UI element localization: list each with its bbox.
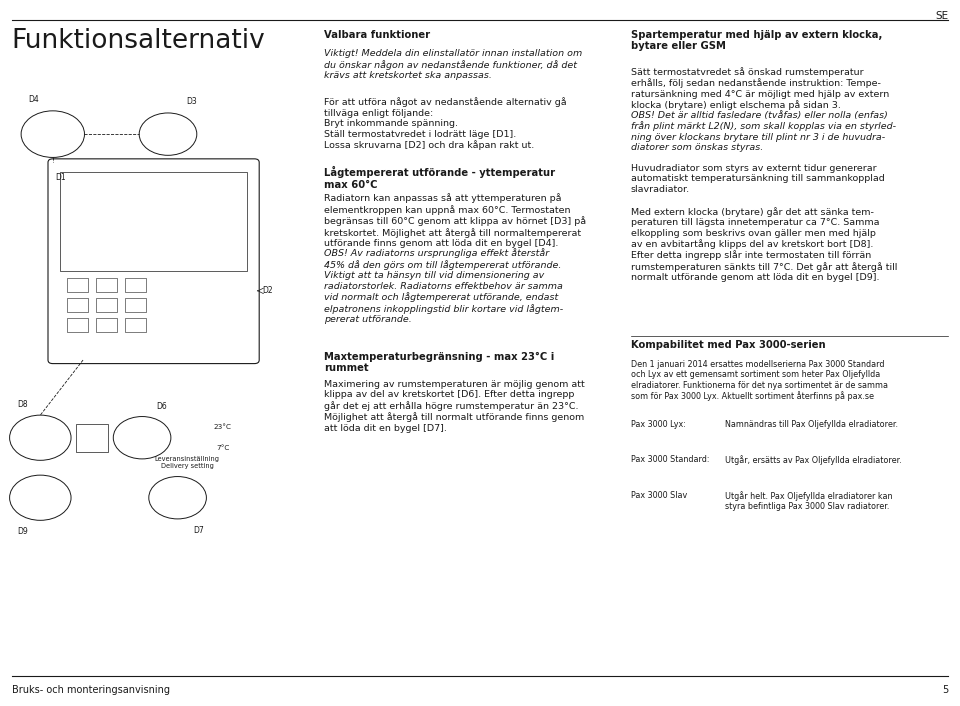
Bar (96, 318, 117, 332)
Text: 5: 5 (942, 685, 948, 695)
Bar (67, 318, 88, 332)
Text: D4: D4 (28, 95, 39, 104)
Text: D9: D9 (17, 527, 29, 537)
Text: 7°C: 7°C (216, 445, 229, 451)
Text: D1: D1 (56, 173, 66, 182)
Text: Huvudradiator som styrs av externt tidur genererar
automatiskt temperatursänknin: Huvudradiator som styrs av externt tidur… (631, 164, 884, 193)
Text: Leveransinställning
Delivery setting: Leveransinställning Delivery setting (155, 456, 220, 469)
Text: Med extern klocka (brytare) går det att sänka tem-
peraturen till lägsta innetem: Med extern klocka (brytare) går det att … (631, 207, 897, 282)
Bar (96, 298, 117, 312)
Text: Pax 3000 Standard:: Pax 3000 Standard: (631, 455, 709, 465)
Text: Spartemperatur med hjälp av extern klocka,
bytare eller GSM: Spartemperatur med hjälp av extern klock… (631, 30, 882, 52)
Text: Viktigt! Meddela din elinstallatör innan installation om
du önskar någon av neda: Viktigt! Meddela din elinstallatör innan… (324, 49, 583, 80)
Text: SE: SE (935, 11, 948, 20)
Text: Utgår, ersätts av Pax Oljefyllda elradiatorer.: Utgår, ersätts av Pax Oljefyllda elradia… (725, 455, 901, 465)
Bar (125, 318, 146, 332)
Text: Sätt termostatvredet så önskad rumstemperatur
erhålls, följ sedan nedanstående i: Sätt termostatvredet så önskad rumstempe… (631, 67, 889, 110)
Bar (125, 278, 146, 292)
Text: Kompabilitet med Pax 3000-serien: Kompabilitet med Pax 3000-serien (631, 340, 826, 350)
Text: OBS! Det är alltid fasledare (tvåfas) eller nolla (enfas)
från plint märkt L2(N): OBS! Det är alltid fasledare (tvåfas) el… (631, 111, 896, 152)
Bar (125, 298, 146, 312)
Text: Den 1 januari 2014 ersattes modellserierna Pax 3000 Standard
och Lyx av ett geme: Den 1 januari 2014 ersattes modellserier… (631, 360, 888, 401)
Text: D8: D8 (17, 400, 29, 409)
Text: D3: D3 (186, 97, 198, 106)
Text: Namnändras till Pax Oljefyllda elradiatorer.: Namnändras till Pax Oljefyllda elradiato… (725, 420, 898, 429)
Text: Pax 3000 Lyx:: Pax 3000 Lyx: (631, 420, 685, 429)
Bar (60, 172, 247, 271)
Text: Bruks- och monteringsanvisning: Bruks- och monteringsanvisning (12, 685, 170, 695)
Text: Radiatorn kan anpassas så att yttemperaturen på
elementkroppen kan uppnå max 60°: Radiatorn kan anpassas så att yttemperat… (324, 193, 587, 248)
Bar (76, 424, 108, 452)
Text: Funktionsalternativ: Funktionsalternativ (12, 28, 265, 54)
Text: Lågtempererat utförande - yttemperatur
max 60°C: Lågtempererat utförande - yttemperatur m… (324, 166, 556, 190)
Bar (96, 278, 117, 292)
Text: För att utföra något av nedanstående alternativ gå
tillväga enligt följande:
Bry: För att utföra något av nedanstående alt… (324, 97, 567, 150)
Text: D2: D2 (262, 287, 273, 295)
Text: Maxtemperaturbegränsning - max 23°C i
rummet: Maxtemperaturbegränsning - max 23°C i ru… (324, 352, 555, 373)
Text: Valbara funktioner: Valbara funktioner (324, 30, 431, 40)
Text: OBS! Av radiatorns ursprungliga effekt återstår
45% då den görs om till lågtempe: OBS! Av radiatorns ursprungliga effekt å… (324, 249, 564, 324)
Bar (67, 278, 88, 292)
Bar (67, 298, 88, 312)
Text: Pax 3000 Slav: Pax 3000 Slav (631, 491, 687, 500)
Text: Maximering av rumstemperaturen är möjlig genom att
klippa av del av kretskortet : Maximering av rumstemperaturen är möjlig… (324, 380, 586, 433)
Text: D7: D7 (193, 526, 204, 535)
Text: Utgår helt. Pax Oljefyllda elradiatorer kan
styra befintliga Pax 3000 Slav radia: Utgår helt. Pax Oljefyllda elradiatorer … (725, 491, 892, 511)
Text: D6: D6 (156, 402, 167, 411)
Text: 23°C: 23°C (214, 424, 231, 430)
